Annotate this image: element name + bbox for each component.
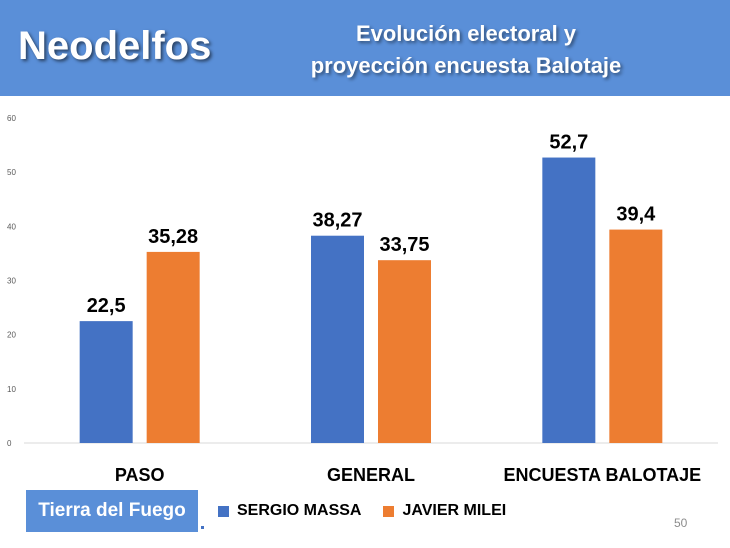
y-tick-label: 30 [7,277,16,286]
header-banner: Neodelfos Evolución electoral y proyecci… [0,0,730,96]
bar [146,251,200,443]
data-label: 38,27 [312,210,362,232]
brand-title: Neodelfos [18,24,212,68]
bar [609,229,663,443]
legend-item-massa: SERGIO MASSA [218,502,361,520]
y-tick-label: 60 [7,114,16,123]
chart-title: Evolución electoral y proyección encuest… [270,18,662,82]
data-label: 35,28 [148,226,198,248]
data-label: 39,4 [616,204,656,226]
y-tick-label: 0 [7,439,12,448]
y-tick-label: 20 [7,331,16,340]
x-tick-label: PASO [115,465,165,485]
chart-title-line-2: proyección encuesta Balotaje [310,53,622,78]
legend-label-massa: SERGIO MASSA [237,502,362,519]
bar-chart: 0 10 20 30 40 50 60 22,5 35,28 PASO 38,27 33,75 GENE… [7,114,718,485]
legend-swatch-massa [218,505,229,517]
data-label: 33,75 [379,234,429,256]
y-tick-label: 10 [7,385,16,394]
legend-item-milei: JAVIER MILEI [383,502,506,520]
chart-legend: SERGIO MASSA JAVIER MILEI [218,500,506,522]
bar [542,157,596,443]
bar [311,235,364,443]
y-tick-label: 50 [7,168,16,177]
bar [79,321,133,443]
region-badge: Tierra del Fuego [26,490,198,532]
page-number: 50 [674,516,688,530]
data-label: 52,7 [549,132,588,154]
chart-title-line-1: Evolución electoral y [355,21,577,46]
decorative-dot [201,526,204,529]
bar [378,260,431,443]
y-tick-label: 40 [7,222,16,231]
data-label: 22,5 [87,295,126,317]
x-tick-label: GENERAL [327,465,415,485]
x-tick-label: ENCUESTA BALOTAJE [503,465,701,485]
legend-swatch-milei [383,505,395,517]
legend-label-milei: JAVIER MILEI [402,502,507,519]
